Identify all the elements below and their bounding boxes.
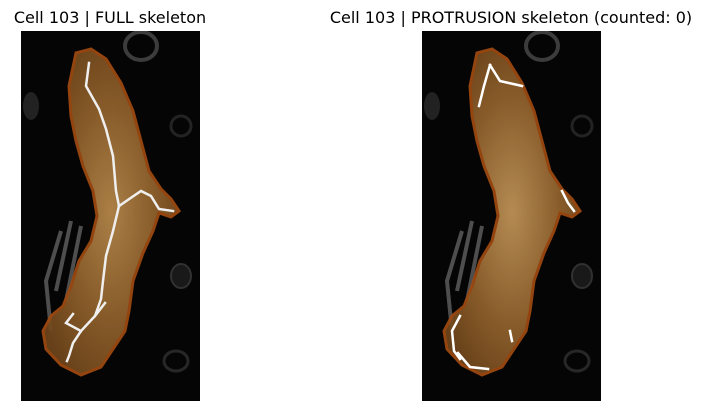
protrusion-skeleton-title: Cell 103 | PROTRUSION skeleton (counted:…: [329, 8, 693, 27]
background-texture: [424, 31, 594, 373]
full-skeleton-image: [21, 31, 200, 401]
protrusion-skeleton-lines: [450, 63, 576, 371]
protrusion-skeleton-figure: [424, 31, 594, 377]
protrusion-skeleton-image: [422, 31, 601, 401]
full-skeleton-title: Cell 103 | FULL skeleton: [13, 8, 207, 27]
cell-mask: [442, 47, 583, 377]
cell-mask: [41, 47, 182, 377]
background-texture: [23, 31, 193, 373]
full-skeleton-lines: [64, 61, 175, 363]
full-skeleton-figure: [23, 31, 193, 377]
